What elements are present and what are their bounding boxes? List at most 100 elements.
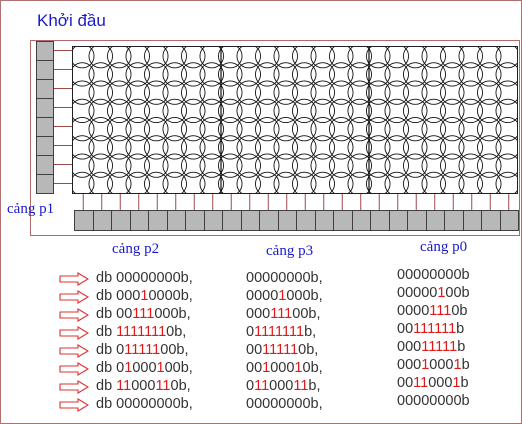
bottom-pin [185, 210, 205, 231]
bottom-pin [444, 210, 464, 231]
led [366, 135, 391, 160]
led [125, 62, 150, 87]
led [384, 135, 409, 160]
led [144, 153, 169, 178]
code-line: 00011111b [397, 339, 466, 355]
right-arrow-icon [59, 362, 89, 376]
led [236, 98, 261, 123]
led [421, 62, 446, 87]
led [347, 153, 372, 178]
led [144, 98, 169, 123]
led [88, 62, 113, 87]
led [88, 47, 113, 69]
led [458, 153, 483, 178]
led [88, 153, 113, 178]
led [292, 80, 317, 105]
led [125, 98, 150, 123]
led [255, 153, 280, 178]
bottom-pin [296, 210, 316, 231]
led [440, 171, 465, 193]
led [495, 47, 517, 69]
led [477, 47, 502, 69]
led [199, 98, 224, 123]
led [310, 117, 335, 142]
led [458, 117, 483, 142]
led [310, 98, 335, 123]
code-column-p3: 00000000b, 00001000b, 00011100b, 01111111b,… [246, 269, 323, 413]
led [440, 117, 465, 142]
bottom-pin [277, 210, 297, 231]
port-label-p2: cảng p2 [112, 241, 160, 257]
code-line: 00010001b [397, 357, 470, 373]
led [73, 153, 95, 178]
bottom-pin [240, 210, 260, 231]
led [199, 171, 224, 193]
led [477, 135, 502, 160]
led [403, 171, 428, 193]
led [477, 117, 502, 142]
led [421, 171, 446, 193]
led [421, 80, 446, 105]
led [347, 171, 372, 193]
led [255, 80, 280, 105]
led [329, 80, 354, 105]
led [292, 117, 317, 142]
bottom-pin [314, 210, 334, 231]
led [329, 135, 354, 160]
code-line: 00111111b [397, 321, 465, 337]
code-line: db 11000110b, [96, 378, 191, 394]
code-line: db 01000100b, [96, 360, 193, 376]
led [218, 98, 243, 123]
code-line: 00111110b, [246, 342, 319, 358]
led [162, 98, 187, 123]
led [144, 117, 169, 142]
led [477, 98, 502, 123]
led [107, 153, 132, 178]
led [125, 80, 150, 105]
led [218, 117, 243, 142]
led [273, 135, 298, 160]
bottom-pin [259, 210, 279, 231]
code-line: 00000000b, [246, 396, 323, 412]
led [477, 62, 502, 87]
bottom-pin [425, 210, 445, 231]
code-line: 00001000b, [246, 288, 323, 304]
code-line: 00000000b [397, 267, 470, 283]
bottom-pin [370, 210, 390, 231]
led [366, 80, 391, 105]
led [88, 80, 113, 105]
led [273, 47, 298, 69]
port-label-p3: cảng p3 [266, 243, 314, 259]
right-arrow-icon [59, 290, 89, 304]
led [329, 98, 354, 123]
led [384, 80, 409, 105]
led [329, 153, 354, 178]
port-label-p0: cảng p0 [420, 239, 468, 255]
led [73, 80, 95, 105]
led [162, 117, 187, 142]
led [125, 117, 150, 142]
led [403, 80, 428, 105]
led [236, 117, 261, 142]
led [495, 117, 517, 142]
led [495, 80, 517, 105]
led [255, 171, 280, 193]
led [440, 135, 465, 160]
led [477, 80, 502, 105]
led [384, 117, 409, 142]
led [88, 171, 113, 193]
led [107, 47, 132, 69]
led [236, 80, 261, 105]
led [236, 135, 261, 160]
led [218, 47, 243, 69]
led [273, 153, 298, 178]
led [181, 62, 206, 87]
code-line: 00011100b, [246, 306, 321, 322]
led [88, 117, 113, 142]
led [292, 98, 317, 123]
led [421, 47, 446, 69]
led [273, 98, 298, 123]
code-line: db 00010000b, [96, 288, 193, 304]
led [421, 117, 446, 142]
